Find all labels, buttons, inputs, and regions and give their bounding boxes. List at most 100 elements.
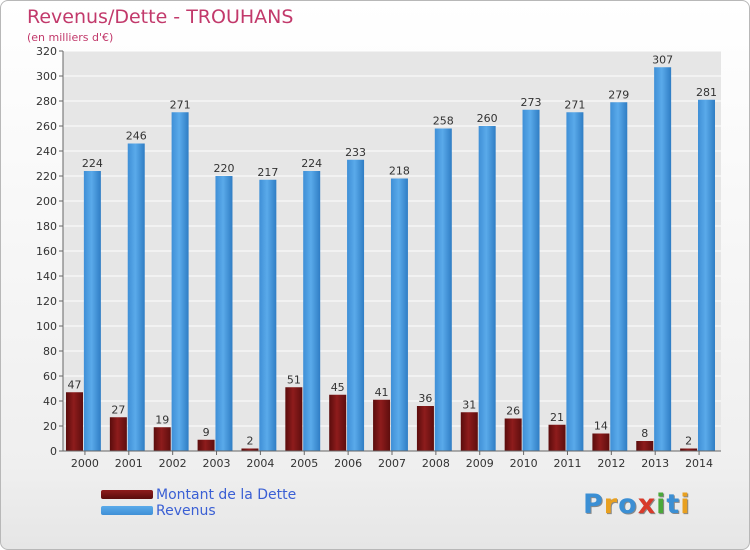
data-label-revenue: 224 <box>82 157 103 170</box>
data-label-revenue: 271 <box>564 98 585 111</box>
data-label-debt: 2 <box>246 435 253 448</box>
bar-debt <box>680 448 698 451</box>
bar-revenue <box>215 176 233 451</box>
data-label-debt: 41 <box>375 386 389 399</box>
data-label-revenue: 271 <box>170 98 191 111</box>
bar-revenue <box>390 178 408 451</box>
bar-debt <box>66 392 83 451</box>
bar-revenue <box>259 179 277 451</box>
data-label-debt: 26 <box>506 405 520 418</box>
data-label-revenue: 217 <box>257 166 278 179</box>
data-label-revenue: 224 <box>301 157 322 170</box>
x-tick-label: 2011 <box>553 457 581 470</box>
data-label-debt: 9 <box>203 426 210 439</box>
x-tick-label: 2010 <box>510 457 538 470</box>
proxiti-logo: Proxiti <box>583 489 691 520</box>
bar-revenue <box>522 109 540 451</box>
data-label-revenue: 220 <box>213 162 234 175</box>
bar-revenue <box>478 126 496 451</box>
bar-debt <box>373 399 391 451</box>
x-tick-label: 2012 <box>597 457 625 470</box>
bar-debt <box>241 448 259 451</box>
bar-revenue <box>347 159 365 451</box>
logo-letter: P <box>583 489 604 520</box>
bar-revenue <box>566 112 584 451</box>
data-label-revenue: 279 <box>608 88 629 101</box>
y-tick-label: 80 <box>43 345 57 358</box>
bar-debt <box>153 427 171 451</box>
data-label-revenue: 307 <box>652 53 673 66</box>
bar-debt <box>548 424 566 451</box>
data-label-debt: 19 <box>155 413 169 426</box>
bar-revenue <box>303 171 321 451</box>
data-label-debt: 8 <box>641 427 648 440</box>
data-label-debt: 47 <box>68 378 82 391</box>
chart-subtitle: (en milliers d'€) <box>27 31 114 44</box>
y-tick-label: 180 <box>36 220 57 233</box>
x-tick-label: 2006 <box>334 457 362 470</box>
y-tick-label: 320 <box>36 45 57 58</box>
y-tick-label: 280 <box>36 95 57 108</box>
bar-debt <box>416 406 434 451</box>
data-label-debt: 45 <box>331 381 345 394</box>
x-tick-label: 2000 <box>71 457 99 470</box>
x-tick-label: 2008 <box>422 457 450 470</box>
x-tick-label: 2005 <box>290 457 318 470</box>
y-tick-label: 0 <box>50 445 57 458</box>
data-label-revenue: 233 <box>345 146 366 159</box>
bar-revenue <box>434 128 452 451</box>
x-tick-label: 2014 <box>685 457 713 470</box>
y-tick-label: 100 <box>36 320 57 333</box>
bar-revenue <box>654 67 672 451</box>
y-tick-label: 40 <box>43 395 57 408</box>
y-tick-label: 240 <box>36 145 57 158</box>
bar-debt <box>460 412 478 451</box>
axes-layer: 0 20 40 60 80 100 120 140 160 180 200 220 240 260 280 3… <box>36 45 721 470</box>
logo-letter: x <box>637 489 657 520</box>
logo-letter: o <box>618 489 638 520</box>
data-label-debt: 14 <box>594 420 608 433</box>
legend-swatch-revenue <box>101 506 153 515</box>
y-tick-label: 20 <box>43 420 57 433</box>
data-label-debt: 27 <box>111 403 125 416</box>
y-tick-label: 220 <box>36 170 57 183</box>
x-tick-label: 2002 <box>159 457 187 470</box>
bar-debt <box>592 433 610 451</box>
data-label-debt: 51 <box>287 373 301 386</box>
bar-revenue <box>610 102 628 451</box>
bar-revenue <box>171 112 189 451</box>
x-tick-label: 2004 <box>246 457 274 470</box>
x-tick-label: 2003 <box>203 457 231 470</box>
logo-letter: t <box>666 489 681 520</box>
x-tick-label: 2009 <box>466 457 494 470</box>
logo-letter: r <box>603 489 619 520</box>
data-labels-layer: 4722427246192719220221751224452334121836… <box>68 53 718 447</box>
bar-revenue <box>698 99 715 451</box>
bar-revenue <box>83 171 101 451</box>
bar-debt <box>197 439 215 451</box>
y-tick-label: 60 <box>43 370 57 383</box>
chart-title: Revenus/Dette - TROUHANS <box>27 6 294 28</box>
y-tick-label: 160 <box>36 245 57 258</box>
bar-debt <box>109 417 127 451</box>
x-tick-label: 2013 <box>641 457 669 470</box>
bars-layer <box>66 67 715 451</box>
y-tick-label: 200 <box>36 195 57 208</box>
x-tick-label: 2007 <box>378 457 406 470</box>
logo-letter: i <box>680 489 691 520</box>
legend-swatch-debt <box>101 490 153 499</box>
data-label-debt: 31 <box>462 398 476 411</box>
y-tick-label: 140 <box>36 270 57 283</box>
bar-debt <box>329 394 347 451</box>
bar-debt <box>504 418 522 451</box>
legend-label-debt: Montant de la Dette <box>156 487 297 503</box>
y-tick-label: 120 <box>36 295 57 308</box>
data-label-debt: 2 <box>685 435 692 448</box>
logo-letter: i <box>656 489 667 520</box>
data-label-revenue: 273 <box>521 96 542 109</box>
y-tick-label: 300 <box>36 70 57 83</box>
bar-debt <box>636 441 654 451</box>
data-label-revenue: 258 <box>433 115 454 128</box>
